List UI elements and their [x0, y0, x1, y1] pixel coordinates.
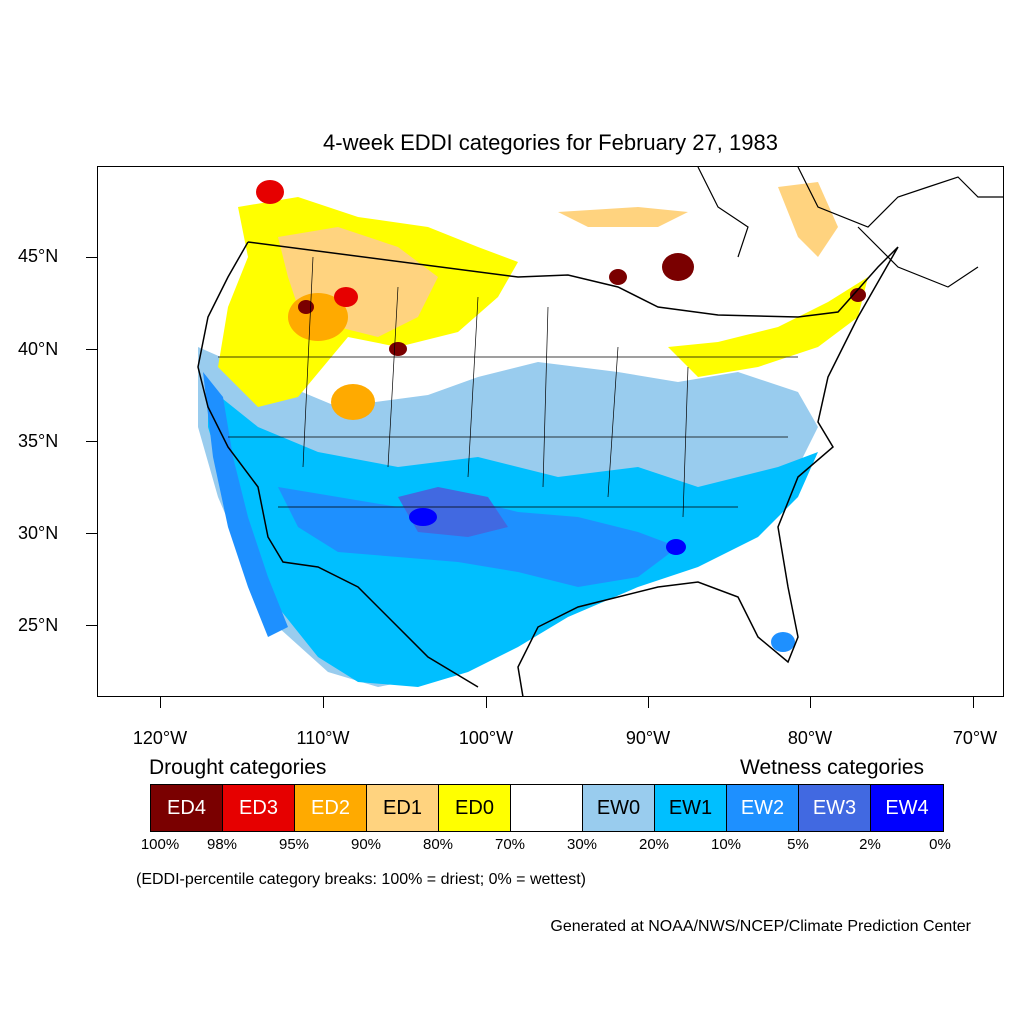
lon-tick	[973, 697, 974, 708]
lon-label-120: 120°W	[132, 728, 188, 748]
lon-label-70: 70°W	[952, 728, 998, 748]
lon-label-90: 90°W	[625, 728, 671, 748]
lon-label-110: 110°W	[296, 728, 350, 748]
percent-break-label: 20%	[638, 836, 670, 853]
legend-swatch-neutral	[511, 785, 583, 831]
percent-break-label: 70%	[494, 836, 526, 853]
credit-line: Generated at NOAA/NWS/NCEP/Climate Predi…	[550, 918, 971, 935]
percent-break-label: 0%	[929, 836, 951, 853]
map-title: 4-week EDDI categories for February 27, …	[323, 130, 778, 155]
canada-coast	[697, 167, 1003, 288]
category-note: (EDDI-percentile category breaks: 100% =…	[136, 871, 586, 888]
legend-swatch-ed0: ED0	[439, 785, 511, 831]
lat-tick	[86, 625, 97, 626]
percent-break-label: 30%	[566, 836, 598, 853]
percent-break-label: 98%	[206, 836, 238, 853]
lon-tick	[648, 697, 649, 708]
legend-swatch-ew4: EW4	[871, 785, 943, 831]
percent-break-label: 5%	[787, 836, 809, 853]
wet-region-ew2	[278, 487, 678, 587]
percent-break-label: 95%	[278, 836, 310, 853]
drought-region-ed0-east	[668, 277, 868, 377]
lon-label-80: 80°W	[787, 728, 833, 748]
drought-heading: Drought categories	[149, 756, 327, 779]
legend-swatch-ew0: EW0	[583, 785, 655, 831]
lat-label-45: 45°N	[18, 246, 59, 266]
eddi-map	[197, 167, 1003, 696]
lat-label-35: 35°N	[18, 431, 59, 451]
us-outline	[197, 241, 899, 696]
lon-tick	[486, 697, 487, 708]
percent-break-label: 80%	[422, 836, 454, 853]
lat-label-40: 40°N	[18, 339, 59, 359]
lat-label-25: 25°N	[18, 615, 59, 635]
lon-tick	[810, 697, 811, 708]
wetness-heading: Wetness categories	[740, 756, 925, 779]
map-panel	[97, 166, 1004, 697]
legend-swatch-ed4: ED4	[151, 785, 223, 831]
lon-label-100: 100°W	[458, 728, 514, 748]
legend-swatch-ew1: EW1	[655, 785, 727, 831]
lat-tick	[86, 533, 97, 534]
lat-label-30: 30°N	[18, 523, 59, 543]
category-legend: ED4 ED3 ED2 ED1 ED0 EW0 EW1 EW2 EW3 EW4	[150, 784, 944, 832]
drought-region-ed1-east	[778, 182, 838, 257]
percent-break-label: 10%	[710, 836, 742, 853]
lat-tick	[86, 441, 97, 442]
drought-region-ed4	[298, 300, 314, 314]
wet-region-ew4	[409, 508, 437, 526]
drought-region-ed3	[334, 287, 358, 307]
drought-region-ed1-north	[558, 207, 688, 227]
state-lines	[218, 256, 798, 518]
legend-swatch-ed2: ED2	[295, 785, 367, 831]
lon-tick	[160, 697, 161, 708]
legend-swatch-ed1: ED1	[367, 785, 439, 831]
percent-break-label: 2%	[859, 836, 881, 853]
legend-swatch-ew2: EW2	[727, 785, 799, 831]
lat-tick	[86, 349, 97, 350]
legend-swatch-ed3: ED3	[223, 785, 295, 831]
lon-tick	[323, 697, 324, 708]
lat-tick	[86, 257, 97, 258]
percent-break-label: 100%	[140, 836, 180, 853]
legend-swatch-ew3: EW3	[799, 785, 871, 831]
percent-break-label: 90%	[350, 836, 382, 853]
